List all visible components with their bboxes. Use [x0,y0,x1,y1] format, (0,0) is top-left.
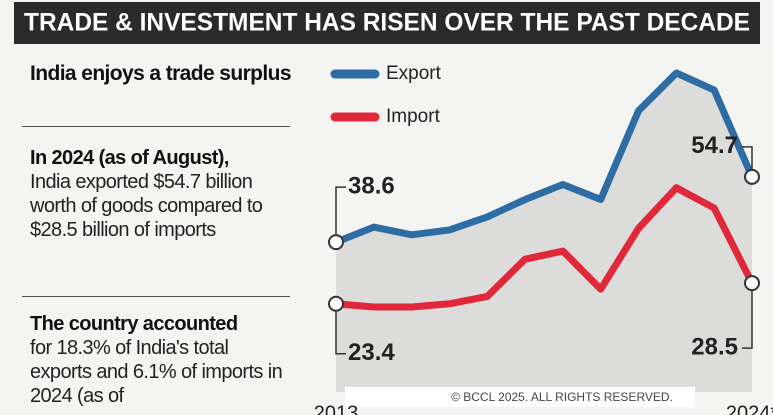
end-marker [328,234,344,251]
legend-label: Import [386,106,441,127]
end-marker [744,168,760,185]
end-marker [328,295,344,312]
data-label: 38.6 [348,172,395,199]
panel-block: The country accounted for 18.3% of India'… [30,312,292,408]
leader [335,311,346,355]
line [335,184,756,311]
credit-band [345,387,695,407]
divider [22,126,290,127]
data-label: 23.4 [348,339,395,366]
line [334,69,756,246]
block-text: India exported $54.7 billion worth of go… [30,171,263,241]
leader [335,186,346,235]
copyright: © BCCL 2025. ALL RIGHTS RESERVED. [451,390,673,404]
x-tick-label: 2024* [726,402,773,415]
block-text: for 18.3% of India's total exports and 6… [30,337,283,407]
leader [742,291,753,349]
block-lead: The country accounted [30,313,238,335]
data-label: 54.7 [691,132,738,159]
panel-block: In 2024 (as of August), India exported $5… [30,146,292,242]
data-label: 28.5 [691,333,738,360]
legend-label: Export [386,63,442,84]
divider [22,296,290,297]
chart-title: TRADE & INVESTMENT HAS RISEN OVER THE PA… [24,9,750,37]
end-marker [744,275,760,292]
x-tick-label: 2013 [314,402,359,415]
plot: 38.6 54.7 Export 23.4 28.5 Import © BCCL 2025.… [314,63,773,415]
leader [742,146,753,169]
title-bar [14,2,760,44]
area [336,73,752,392]
block-lead: In 2024 (as of August), [30,147,229,169]
panel-heading: India enjoys a trade surplus [30,62,292,85]
